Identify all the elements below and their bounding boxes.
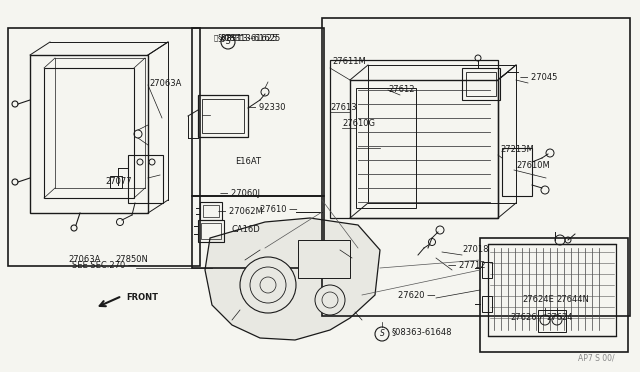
Bar <box>8 28 200 266</box>
Text: §08313-61625: §08313-61625 <box>218 33 278 42</box>
Text: 27611M: 27611M <box>332 58 365 67</box>
Text: 27624E: 27624E <box>522 295 554 305</box>
Bar <box>44 68 134 198</box>
Bar <box>30 55 148 213</box>
Bar <box>198 220 224 242</box>
Bar <box>200 202 222 220</box>
Text: SEE SEC.270 —: SEE SEC.270 — <box>72 260 136 269</box>
Bar <box>330 60 498 218</box>
Bar <box>110 176 122 188</box>
Bar <box>356 88 416 208</box>
Text: FRONT: FRONT <box>126 294 158 302</box>
Bar <box>502 148 532 196</box>
Bar <box>201 223 221 239</box>
Text: §08363-61648: §08363-61648 <box>392 327 452 337</box>
Text: AP7 S 00/: AP7 S 00/ <box>578 353 614 362</box>
Bar <box>192 28 324 196</box>
Text: — 92330: — 92330 <box>248 103 285 112</box>
Bar <box>203 205 219 217</box>
Text: 27063A: 27063A <box>149 80 181 89</box>
Text: 27612: 27612 <box>388 86 415 94</box>
Bar <box>128 155 163 203</box>
Bar <box>482 262 492 278</box>
Text: 27610 —: 27610 — <box>260 205 298 215</box>
Bar <box>538 310 566 332</box>
Bar <box>488 244 616 336</box>
Circle shape <box>315 285 345 315</box>
Text: 27213M: 27213M <box>500 145 534 154</box>
Text: — 27062M: — 27062M <box>218 208 263 217</box>
Text: 27624: 27624 <box>546 314 573 323</box>
Text: §08313-61625: §08313-61625 <box>221 33 281 42</box>
Text: E16AT: E16AT <box>235 157 261 167</box>
Text: — 27712: — 27712 <box>448 260 486 269</box>
Text: S: S <box>225 38 230 46</box>
Text: 27644N: 27644N <box>556 295 589 305</box>
Polygon shape <box>205 218 380 340</box>
Text: 27077: 27077 <box>105 177 132 186</box>
Text: 27063A: 27063A <box>68 256 100 264</box>
Text: Ⓢ: Ⓢ <box>214 35 218 41</box>
Bar <box>482 296 492 312</box>
Text: 27613: 27613 <box>330 103 356 112</box>
Bar <box>462 68 500 100</box>
Text: 27850N: 27850N <box>115 256 148 264</box>
Text: — 27045: — 27045 <box>520 74 557 83</box>
Circle shape <box>240 257 296 313</box>
Bar <box>202 99 244 133</box>
Bar <box>198 95 248 137</box>
Text: S: S <box>380 330 385 339</box>
Bar <box>350 80 498 218</box>
Bar <box>466 72 496 96</box>
Bar <box>480 238 628 352</box>
Text: 27620 —: 27620 — <box>397 291 435 299</box>
Bar <box>192 196 324 268</box>
Text: 27626: 27626 <box>510 314 536 323</box>
Text: 27018: 27018 <box>462 246 488 254</box>
Text: 27610M: 27610M <box>516 161 550 170</box>
Text: 27610G: 27610G <box>342 119 375 128</box>
Bar <box>322 18 630 316</box>
Text: — 27060J: — 27060J <box>220 189 260 199</box>
Bar <box>298 240 350 278</box>
Text: CA16D: CA16D <box>232 225 260 234</box>
